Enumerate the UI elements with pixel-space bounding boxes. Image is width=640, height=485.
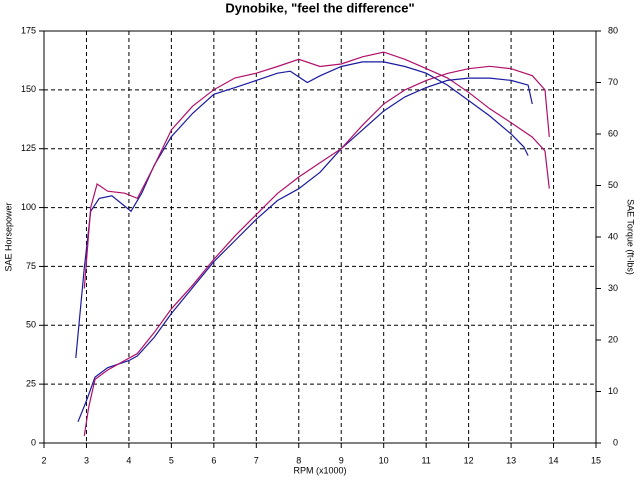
x-tick-label: 4 (126, 455, 131, 465)
y-tick-label: 100 (21, 202, 36, 212)
y2-tick-label: 70 (608, 77, 618, 87)
y-tick-label: 125 (21, 143, 36, 153)
x-tick-label: 13 (506, 455, 516, 465)
y-tick-label: 150 (21, 84, 36, 94)
y-tick-label: 175 (21, 25, 36, 35)
y2-tick-label: 30 (608, 283, 618, 293)
series-line (77, 77, 533, 423)
y2-tick-label: 50 (608, 180, 618, 190)
y-tick-label: 0 (31, 437, 36, 447)
x-tick-label: 15 (591, 455, 601, 465)
y2-tick-label: 40 (608, 231, 618, 241)
x-tick-label: 2 (41, 455, 46, 465)
x-tick-label: 3 (84, 455, 89, 465)
y2-tick-label: 0 (613, 437, 618, 447)
x-tick-label: 14 (549, 455, 559, 465)
x-tick-label: 12 (464, 455, 474, 465)
x-tick-label: 11 (421, 455, 430, 465)
x-tick-label: 8 (296, 455, 301, 465)
y-tick-label: 50 (26, 320, 36, 330)
y2-tick-label: 60 (608, 128, 618, 138)
y2-tick-label: 10 (608, 386, 618, 396)
y2-tick-label: 80 (608, 25, 618, 35)
y-axis-label: SAE Horsepower (3, 202, 13, 271)
plot-frame (43, 30, 597, 444)
series-line (83, 65, 550, 436)
y-tick-label: 75 (26, 261, 36, 271)
series-line (75, 61, 529, 359)
x-tick-label: 5 (169, 455, 174, 465)
x-tick-label: 10 (379, 455, 389, 465)
x-tick-label: 6 (211, 455, 216, 465)
x-tick-label: 9 (339, 455, 344, 465)
x-axis-label: RPM (x1000) (293, 465, 346, 475)
series-line (83, 51, 550, 289)
x-tick-label: 7 (254, 455, 259, 465)
y2-axis-label: SAE Torque (ft-lbs) (626, 199, 636, 275)
y-tick-label: 25 (26, 379, 36, 389)
y2-tick-label: 20 (608, 334, 618, 344)
chart-title: Dynobike, "feel the difference" (225, 0, 414, 15)
